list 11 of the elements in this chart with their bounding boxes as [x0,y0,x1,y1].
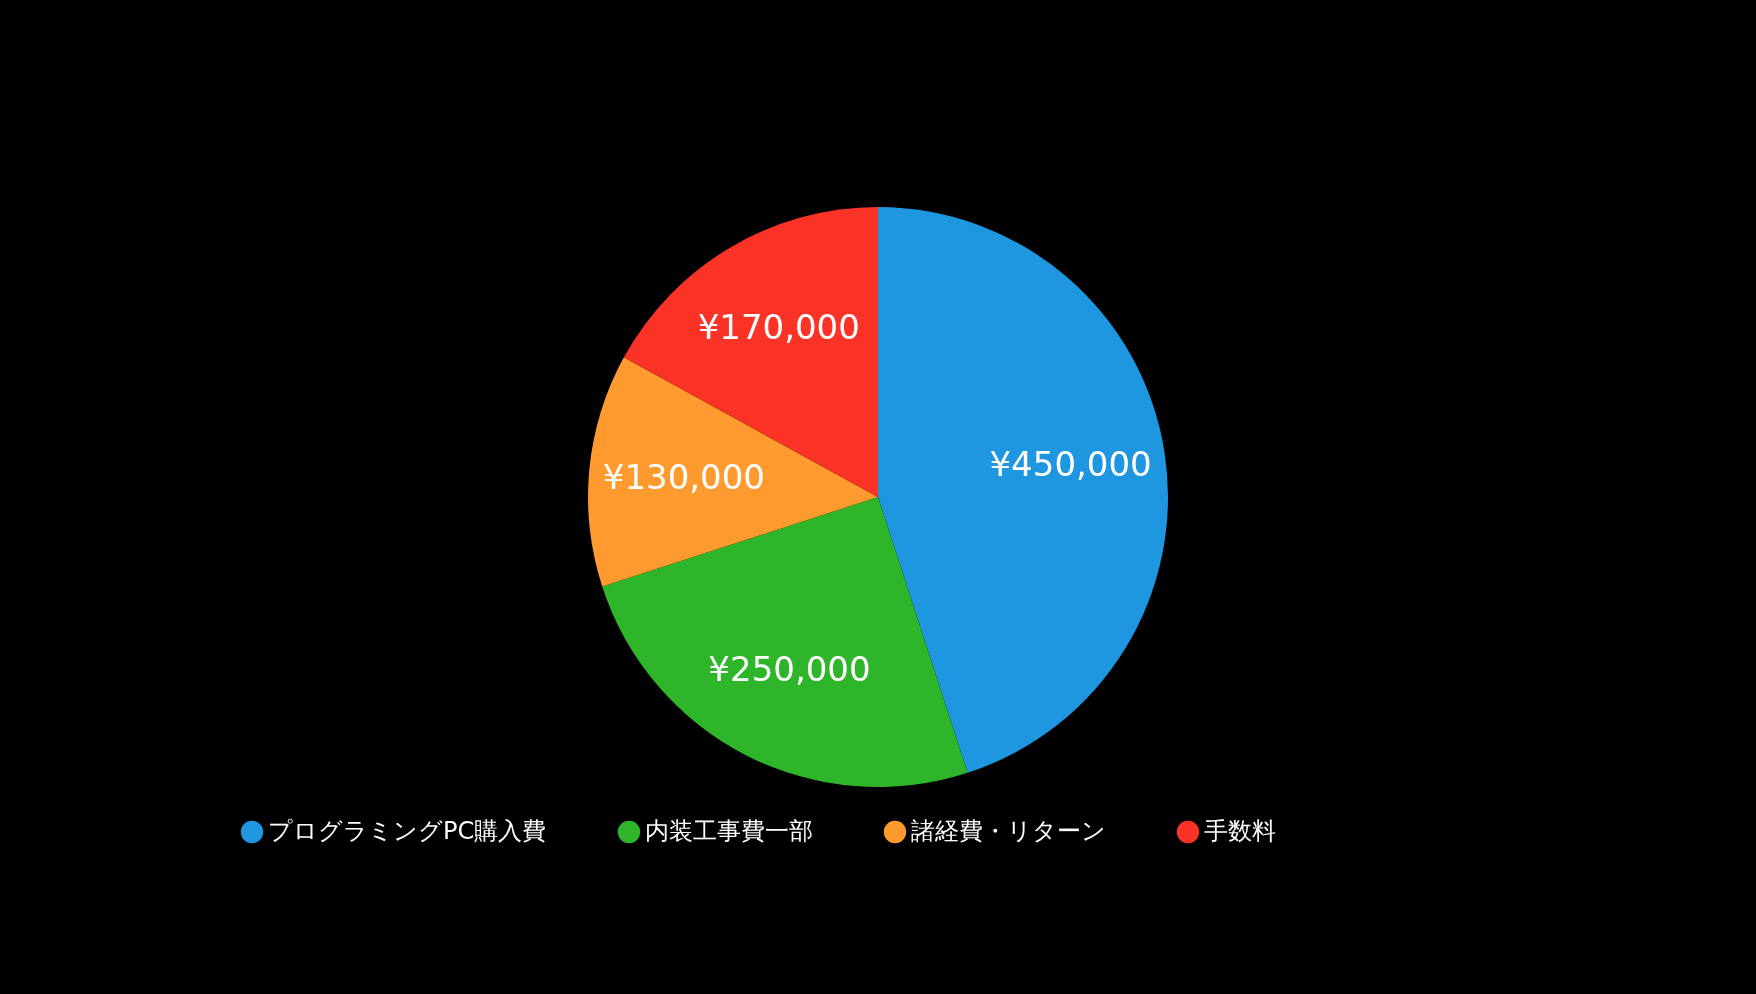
pie-slice [602,497,968,787]
data-label: ¥250,000 [708,648,871,689]
legend-label: 内装工事費一部 [645,817,813,845]
data-label: ¥130,000 [602,456,765,497]
data-label: ¥450,000 [989,444,1152,485]
data-label: ¥170,000 [697,307,860,348]
pie-slice [588,357,878,587]
legend-label: 諸経費・リターン [911,817,1106,845]
pie-slice [878,207,1168,773]
legend-label: プログラミングPC購入費 [268,817,547,845]
legend-label: 手数料 [1204,817,1276,845]
